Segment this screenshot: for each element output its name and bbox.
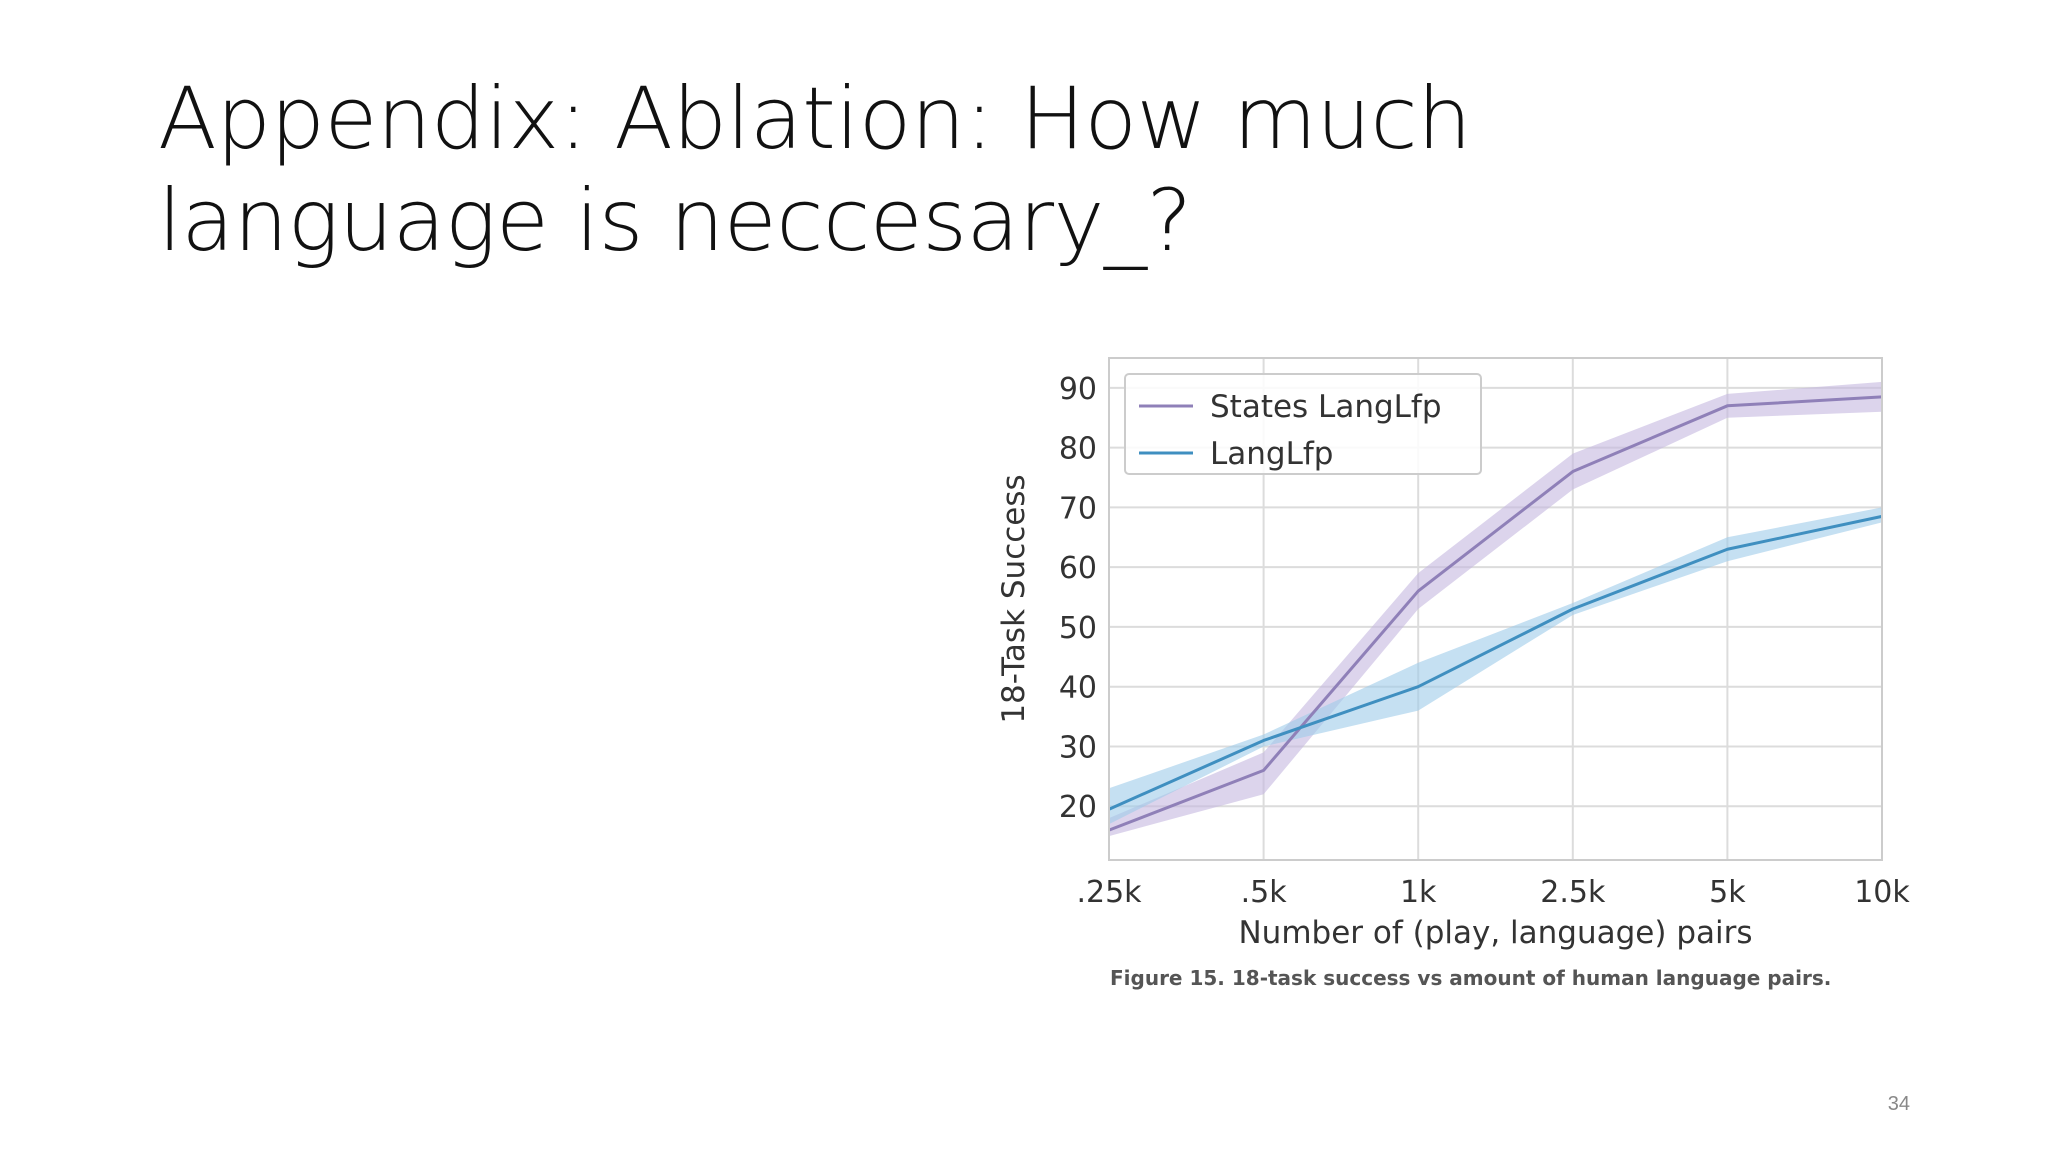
series-line-langlfp [1108, 514, 1883, 811]
legend-label-langlfp: LangLfp [1210, 436, 1333, 472]
y-tick-label: 80 [1059, 432, 1097, 467]
y-tick-label: 70 [1059, 491, 1097, 526]
y-axis-label: 18-Task Success [996, 474, 1032, 723]
x-tick-label: .25k [1076, 875, 1142, 910]
line-chart: 20 30 40 50 60 70 80 90 .25k .5k 1k 2.5k 5k 10k Numb… [985, 340, 1925, 1000]
x-tick-label: 5k [1709, 875, 1746, 910]
y-tick-label: 20 [1059, 790, 1097, 825]
plot-frame [1108, 357, 1883, 861]
chart-svg: 20 30 40 50 60 70 80 90 .25k .5k 1k 2.5k 5k 10k Numb… [996, 357, 1910, 951]
y-tick-label: 90 [1059, 372, 1097, 407]
legend-label-states-langlfp: States LangLfp [1210, 389, 1442, 425]
confidence-band-langlfp [1109, 507, 1882, 825]
y-tick-label: 30 [1059, 730, 1097, 765]
x-tick-label: 2.5k [1540, 875, 1606, 910]
figure-caption: Figure 15. 18-task success vs amount of … [1110, 966, 1832, 990]
x-tick-label: 1k [1400, 875, 1437, 910]
x-axis-label: Number of (play, language) pairs [1238, 915, 1752, 951]
x-tick-label: .5k [1241, 875, 1288, 910]
line-layer [1108, 395, 1883, 832]
y-tick-label: 40 [1059, 671, 1097, 706]
band-layer [1109, 381, 1882, 837]
legend: States LangLfp LangLfp [1124, 373, 1482, 475]
page-number: 34 [1887, 1093, 1910, 1115]
slide-title: Appendix: Ablation: How much language is… [158, 69, 1472, 271]
series-line-states-langlfp [1108, 395, 1883, 832]
y-tick-label: 50 [1059, 611, 1097, 646]
x-tick-label: 10k [1854, 875, 1910, 910]
y-tick-label: 60 [1059, 551, 1097, 586]
y-tick-labels: 20 30 40 50 60 70 80 90 [1059, 372, 1097, 825]
legend-box [1124, 373, 1482, 475]
x-tick-labels: .25k .5k 1k 2.5k 5k 10k [1076, 875, 1910, 910]
